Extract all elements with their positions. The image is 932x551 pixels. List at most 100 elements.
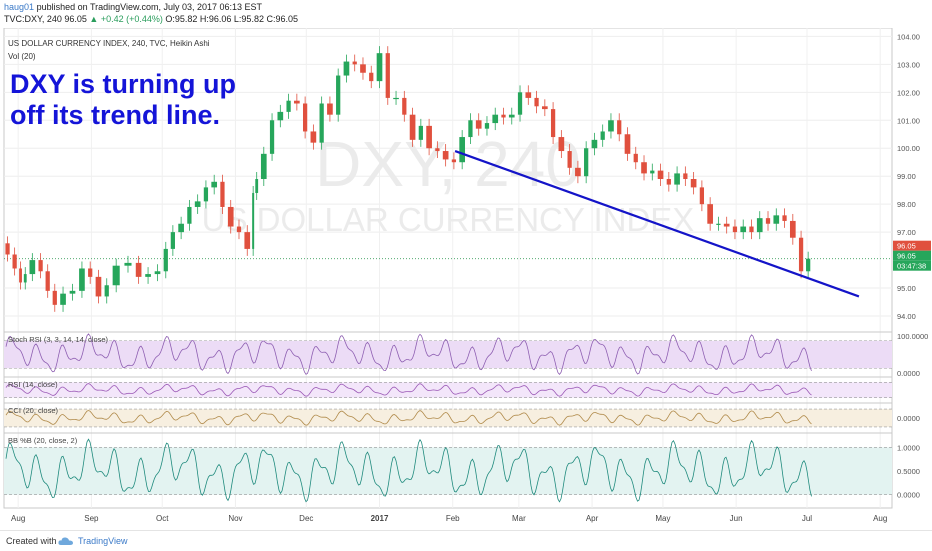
- candle-body: [435, 148, 440, 152]
- y-tick-label: 102.00: [897, 88, 920, 97]
- candle-body: [600, 131, 605, 140]
- candle-body: [277, 111, 284, 121]
- panel-label: CCI (20, close): [8, 406, 59, 415]
- candle-body: [617, 120, 622, 135]
- candle-body: [252, 192, 255, 249]
- candle-body: [343, 61, 350, 76]
- candle-body: [211, 181, 218, 188]
- price-label: 96.05: [897, 242, 916, 251]
- candle-body: [294, 100, 300, 104]
- candle-body: [517, 92, 523, 115]
- candle-body: [145, 274, 151, 277]
- candle-body: [749, 226, 754, 233]
- candle-body: [336, 75, 341, 115]
- candle-body: [52, 290, 57, 305]
- annotation-line-1: DXY is turning up: [10, 69, 236, 99]
- candle-body: [360, 64, 366, 73]
- chart-title: US DOLLAR CURRENCY INDEX, 240, TVC, Heik…: [8, 39, 210, 48]
- candle-body: [690, 179, 697, 188]
- candle-body: [699, 187, 705, 205]
- candle-body: [650, 170, 655, 174]
- candle-body: [418, 125, 423, 140]
- candle-body: [260, 153, 267, 179]
- footer-created: Created with: [6, 536, 57, 546]
- candle-body: [666, 179, 671, 185]
- candle-body: [550, 109, 556, 138]
- panel-label: RSI (14, close): [8, 380, 58, 389]
- candle-body: [310, 131, 317, 143]
- candle-body: [657, 170, 664, 179]
- candle-body: [723, 223, 730, 227]
- candle-body: [203, 187, 209, 202]
- candle-body: [508, 114, 515, 118]
- x-tick-label: Mar: [512, 514, 526, 523]
- x-tick-label: May: [655, 514, 670, 523]
- y-tick-label: 101.00: [897, 116, 920, 125]
- x-tick-label: Jul: [802, 514, 812, 523]
- candle-body: [69, 290, 76, 294]
- price-label: 96.05: [897, 252, 916, 261]
- candle-body: [475, 120, 482, 129]
- x-tick-label: Jun: [730, 514, 743, 523]
- candle-body: [484, 123, 490, 129]
- ohlc-values: O:95.82 H:96.06 L:95.82 C:96.05: [165, 14, 298, 24]
- price-label-box: [893, 250, 931, 261]
- panel-tick-label: 1.0000: [897, 443, 920, 452]
- candle-body: [451, 159, 457, 163]
- candle-body: [707, 204, 713, 224]
- footer: Created with TradingView: [0, 530, 932, 551]
- y-tick-label: 103.00: [897, 60, 920, 69]
- y-tick-label: 100.00: [897, 144, 920, 153]
- candle-body: [525, 92, 532, 98]
- x-tick-label: Aug: [873, 514, 887, 523]
- price-chart[interactable]: 104.00 103.00 102.00 101.00 100.00 99.00 98.00…: [0, 28, 932, 530]
- candle-body: [789, 220, 796, 238]
- candle-body: [806, 258, 811, 272]
- indicator-line: [5, 383, 812, 397]
- candle-body: [782, 215, 787, 221]
- ticker-info: TVC:DXY, 240 96.05 ▲ +0.42 (+0.44%) O:95…: [4, 14, 298, 24]
- y-tick-label: 98.00: [897, 200, 916, 209]
- candle-body: [88, 268, 93, 277]
- y-tick-label: 94.00: [897, 312, 916, 321]
- footer-brand[interactable]: TradingView: [78, 536, 128, 546]
- candle-body: [163, 248, 168, 272]
- panel-tick-label: 0.5000: [897, 467, 920, 476]
- candle-body: [319, 103, 324, 143]
- tradingview-cloud-icon: [58, 537, 73, 545]
- candle-body: [683, 173, 688, 179]
- candle-body: [608, 120, 614, 132]
- candle-body: [178, 223, 184, 233]
- candle-body: [227, 206, 234, 227]
- candle-body: [60, 293, 66, 305]
- y-tick-label: 104.00: [897, 32, 920, 41]
- panel-label: BB %B (20, close, 2): [8, 436, 78, 445]
- candle-body: [352, 61, 357, 65]
- candle-body: [575, 167, 581, 177]
- trend-line: [454, 150, 860, 298]
- author-link[interactable]: haug01: [4, 2, 35, 12]
- candle-body: [170, 232, 175, 249]
- x-tick-label: Sep: [84, 514, 99, 523]
- candle-body: [426, 125, 432, 149]
- x-tick-label: Nov: [228, 514, 242, 523]
- candle-body: [95, 276, 102, 297]
- candle-body: [302, 103, 308, 132]
- candle-body: [194, 201, 201, 207]
- published-text: published on TradingView.com, July 03, 2…: [36, 2, 263, 12]
- candle-body: [633, 153, 638, 163]
- y-tick-label: 95.00: [897, 284, 916, 293]
- candle-body: [402, 97, 407, 115]
- candle-body: [286, 100, 291, 112]
- candle-body: [624, 134, 631, 154]
- candle-body: [376, 53, 383, 82]
- candle-body: [641, 162, 647, 174]
- candle-body: [501, 114, 506, 118]
- ticker-label: TVC:DXY, 240 96.05: [4, 14, 87, 24]
- candle-body: [442, 151, 449, 160]
- x-tick-label: Dec: [299, 514, 313, 523]
- candle-body: [112, 265, 120, 286]
- candle-body: [459, 137, 466, 163]
- indicator-line: [5, 410, 812, 426]
- candle-body: [124, 262, 132, 266]
